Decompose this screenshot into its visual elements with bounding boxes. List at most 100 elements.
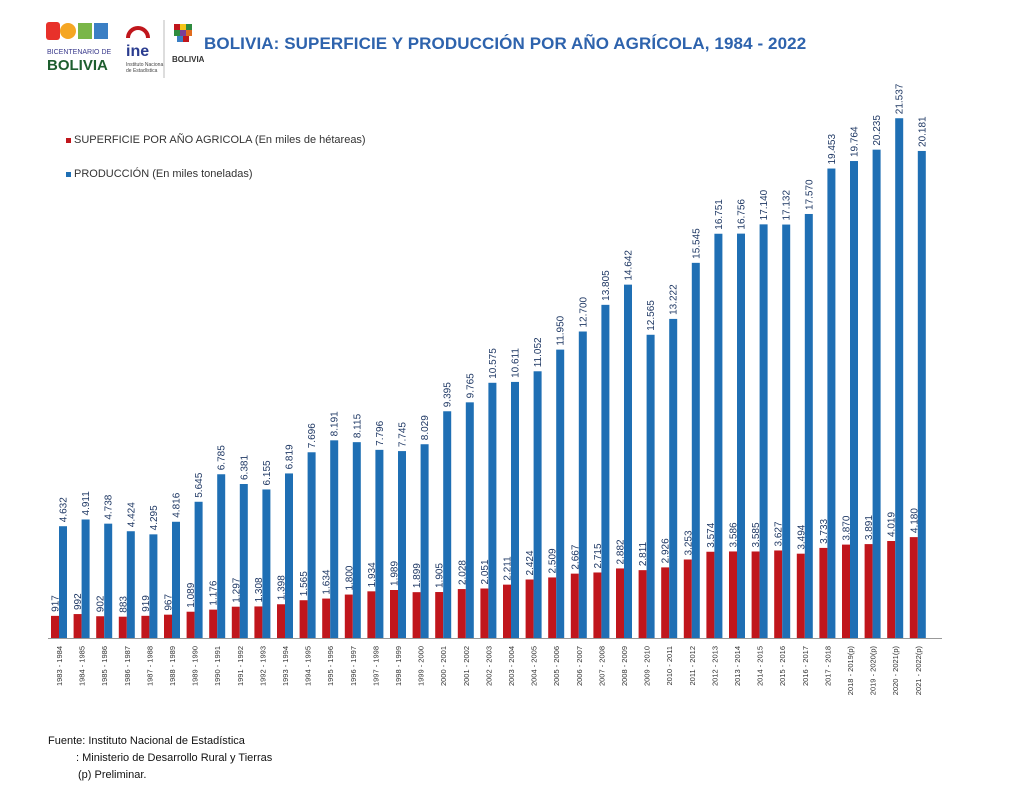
data-label-produccion: 4.911 bbox=[81, 491, 92, 516]
data-label-produccion: 7.745 bbox=[398, 422, 409, 447]
bar-superficie bbox=[683, 559, 692, 638]
data-label-produccion: 5.645 bbox=[194, 472, 205, 497]
data-label-superficie: 3.585 bbox=[751, 522, 762, 547]
data-label-produccion: 17.132 bbox=[782, 190, 793, 221]
bar-produccion bbox=[307, 452, 316, 638]
data-label-superficie: 1.989 bbox=[390, 561, 401, 586]
category-label: 1999 - 2000 bbox=[417, 646, 426, 686]
bar-superficie bbox=[796, 553, 805, 638]
data-label-produccion: 12.700 bbox=[578, 296, 589, 327]
logos-group: BICENTENARIO DE BOLIVIA ine Instituto Na… bbox=[46, 20, 204, 78]
category-label: 2005 - 2006 bbox=[552, 646, 561, 686]
data-label-superficie: 2.667 bbox=[570, 544, 581, 569]
bar-produccion bbox=[691, 262, 700, 638]
data-label-produccion: 20.235 bbox=[872, 115, 883, 146]
bar-produccion bbox=[556, 349, 565, 638]
category-label: 2004 - 2005 bbox=[530, 646, 539, 686]
bar-produccion bbox=[239, 484, 248, 638]
bar-produccion bbox=[375, 449, 384, 638]
category-label: 1983 - 1984 bbox=[55, 646, 64, 686]
data-label-superficie: 1.308 bbox=[254, 577, 265, 602]
category-label: 1997 - 1998 bbox=[371, 646, 380, 686]
legend-produccion-label: PRODUCCIÓN (En miles toneladas) bbox=[74, 168, 253, 180]
category-label: 2021 - 2022(p) bbox=[914, 646, 923, 696]
category-label: 2000 - 2001 bbox=[439, 646, 448, 686]
data-label-produccion: 7.696 bbox=[307, 423, 318, 448]
bar-produccion bbox=[194, 501, 203, 638]
bar-superficie bbox=[887, 541, 896, 638]
category-label: 2009 - 2010 bbox=[643, 646, 652, 686]
bar-superficie bbox=[570, 573, 579, 638]
data-label-produccion: 6.819 bbox=[285, 444, 296, 469]
bar-superficie bbox=[435, 592, 444, 638]
category-label: 2002 - 2003 bbox=[484, 646, 493, 686]
data-label-produccion: 8.115 bbox=[352, 413, 363, 438]
data-label-produccion: 19.764 bbox=[850, 126, 861, 157]
category-label: 1992 - 1993 bbox=[258, 646, 267, 686]
category-label: 1990 - 1991 bbox=[213, 646, 222, 686]
ine-sub1-text: Instituto Nacional bbox=[126, 62, 164, 68]
bar-superficie bbox=[412, 592, 421, 638]
category-label: 2018 - 2019(p) bbox=[846, 646, 855, 696]
data-label-produccion: 6.155 bbox=[262, 460, 273, 485]
bar-superficie bbox=[231, 606, 240, 638]
data-label-produccion: 15.545 bbox=[691, 228, 702, 259]
bar-superficie bbox=[96, 616, 105, 638]
data-label-produccion: 21.537 bbox=[895, 83, 906, 114]
data-label-produccion: 16.756 bbox=[737, 199, 748, 230]
category-label: 1996 - 1997 bbox=[349, 646, 358, 686]
data-label-superficie: 1.297 bbox=[231, 577, 242, 602]
category-label: 2008 - 2009 bbox=[620, 646, 629, 686]
category-label: 2012 - 2013 bbox=[710, 646, 719, 686]
data-label-superficie: 1.089 bbox=[186, 582, 197, 607]
data-label-superficie: 1.398 bbox=[277, 575, 288, 600]
ine-text: ine bbox=[126, 43, 149, 60]
estado-logo: BOLIVIA bbox=[172, 24, 204, 64]
category-label: 1987 - 1988 bbox=[145, 646, 154, 686]
bar-produccion bbox=[624, 284, 632, 638]
bar-produccion bbox=[59, 526, 67, 638]
data-label-superficie: 2.715 bbox=[593, 543, 604, 568]
data-label-produccion: 10.575 bbox=[488, 348, 499, 379]
bar-produccion bbox=[172, 521, 180, 638]
bar-superficie bbox=[141, 615, 150, 638]
bar-superficie bbox=[819, 547, 828, 638]
bar-produccion bbox=[782, 224, 791, 638]
bar-superficie bbox=[367, 591, 376, 638]
data-label-superficie: 2.811 bbox=[638, 541, 649, 566]
data-label-superficie: 2.882 bbox=[616, 539, 627, 564]
bar-superficie bbox=[209, 609, 218, 638]
bar-superficie bbox=[118, 616, 127, 638]
chart-title: BOLIVIA: SUPERFICIE Y PRODUCCIÓN POR AÑO… bbox=[204, 34, 807, 53]
data-label-superficie: 1.905 bbox=[435, 563, 446, 588]
bar-superficie bbox=[909, 537, 918, 638]
data-label-superficie: 1.176 bbox=[209, 580, 220, 605]
bar-produccion bbox=[352, 442, 361, 638]
bar-produccion bbox=[872, 149, 881, 639]
bar-superficie bbox=[864, 544, 873, 638]
data-label-superficie: 3.870 bbox=[842, 515, 853, 540]
bar-superficie bbox=[751, 551, 760, 638]
legend-superficie-label: SUPERFICIE POR AÑO AGRICOLA (En miles de… bbox=[74, 134, 366, 146]
data-label-produccion: 12.565 bbox=[646, 300, 657, 331]
bar-produccion bbox=[217, 474, 226, 638]
data-label-produccion: 9.765 bbox=[465, 373, 476, 398]
source-note: Fuente: Instituto Nacional de Estadístic… bbox=[48, 733, 272, 784]
data-label-superficie: 2.509 bbox=[548, 548, 559, 573]
data-label-produccion: 6.785 bbox=[217, 445, 228, 470]
bar-superficie bbox=[277, 604, 285, 638]
data-label-produccion: 9.395 bbox=[443, 382, 454, 407]
bar-produccion bbox=[850, 161, 858, 638]
legend-produccion-swatch bbox=[66, 171, 71, 177]
data-label-superficie: 1.634 bbox=[322, 569, 333, 594]
data-label-superficie: 883 bbox=[118, 596, 129, 613]
bar-produccion bbox=[646, 334, 655, 638]
data-label-superficie: 3.627 bbox=[774, 521, 785, 546]
data-label-produccion: 4.424 bbox=[126, 502, 137, 527]
bar-produccion bbox=[737, 233, 745, 638]
bar-produccion bbox=[804, 213, 813, 638]
data-label-superficie: 2.926 bbox=[661, 538, 672, 563]
category-label: 1985 - 1986 bbox=[100, 646, 109, 686]
ine-logo: ine Instituto Nacional de Estadística bbox=[126, 26, 164, 74]
data-label-produccion: 4.738 bbox=[104, 494, 115, 519]
